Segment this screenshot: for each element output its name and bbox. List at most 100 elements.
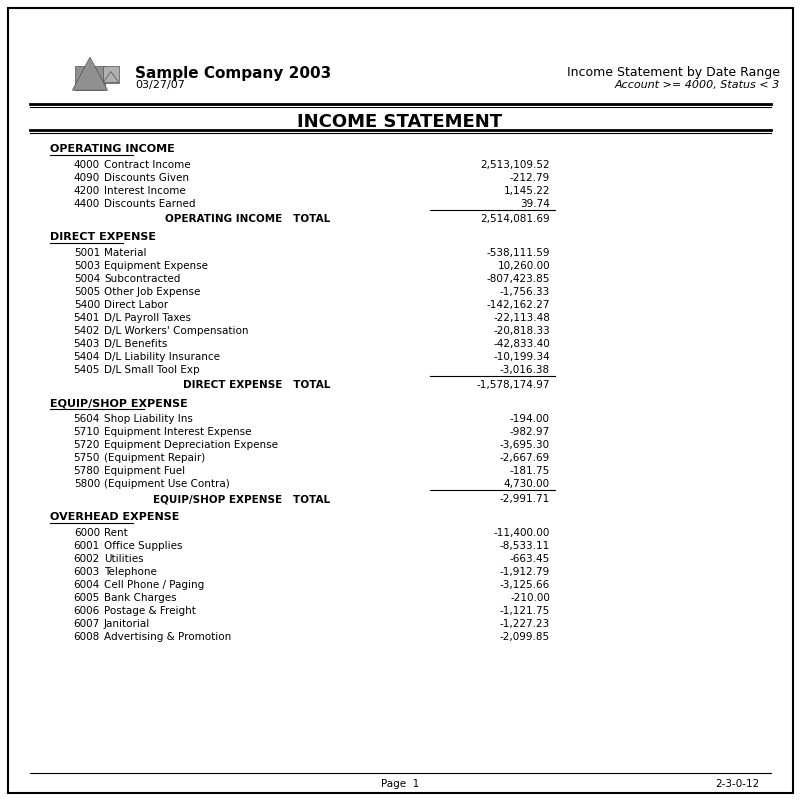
Text: (Equipment Use Contra): (Equipment Use Contra) [104,479,230,489]
Text: -663.45: -663.45 [509,554,550,564]
Text: 5005: 5005 [74,287,100,297]
Text: -1,121.75: -1,121.75 [500,606,550,616]
Text: 5404: 5404 [74,352,100,362]
Text: 5604: 5604 [74,414,100,424]
Text: 10,260.00: 10,260.00 [497,261,550,271]
Text: Material: Material [104,248,147,258]
Text: -1,912.79: -1,912.79 [500,567,550,577]
Text: 4000: 4000 [74,160,100,170]
Text: EQUIP/SHOP EXPENSE: EQUIP/SHOP EXPENSE [50,398,187,408]
Text: D/L Payroll Taxes: D/L Payroll Taxes [104,313,191,323]
Text: OPERATING INCOME   TOTAL: OPERATING INCOME TOTAL [165,214,330,224]
Text: -194.00: -194.00 [510,414,550,424]
Text: -807,423.85: -807,423.85 [487,274,550,284]
Text: 6002: 6002 [74,554,100,564]
Text: -3,125.66: -3,125.66 [500,580,550,590]
Text: Subcontracted: Subcontracted [104,274,180,284]
Text: Discounts Given: Discounts Given [104,173,189,183]
Text: DIRECT EXPENSE   TOTAL: DIRECT EXPENSE TOTAL [183,380,330,390]
Text: Office Supplies: Office Supplies [104,541,183,551]
Text: 5402: 5402 [74,326,100,336]
Text: 5004: 5004 [74,274,100,284]
Text: 4200: 4200 [74,186,100,196]
Text: OPERATING INCOME: OPERATING INCOME [50,144,175,154]
Text: 5400: 5400 [74,300,100,310]
Text: -2,667.69: -2,667.69 [500,453,550,463]
Text: -3,695.30: -3,695.30 [500,440,550,450]
Text: Equipment Expense: Equipment Expense [104,261,208,271]
Text: 5001: 5001 [74,248,100,258]
Text: D/L Benefits: D/L Benefits [104,339,167,349]
Text: -1,756.33: -1,756.33 [500,287,550,297]
Text: 5800: 5800 [74,479,100,489]
Text: 4090: 4090 [74,173,100,183]
Text: -20,818.33: -20,818.33 [493,326,550,336]
Text: 6007: 6007 [74,619,100,629]
Text: Janitorial: Janitorial [104,619,151,629]
Text: -212.79: -212.79 [509,173,550,183]
Text: Advertising & Promotion: Advertising & Promotion [104,632,231,642]
Text: 2,513,109.52: 2,513,109.52 [481,160,550,170]
Text: 5405: 5405 [74,365,100,375]
Text: 03/27/07: 03/27/07 [135,80,185,90]
Text: 6000: 6000 [74,528,100,538]
Text: 6003: 6003 [74,567,100,577]
Text: -210.00: -210.00 [510,593,550,603]
Text: -10,199.34: -10,199.34 [493,352,550,362]
Text: -8,533.11: -8,533.11 [500,541,550,551]
Text: -1,227.23: -1,227.23 [500,619,550,629]
Text: -181.75: -181.75 [509,466,550,476]
Text: 5750: 5750 [74,453,100,463]
Text: 2-3-0-12: 2-3-0-12 [716,779,760,789]
Text: 6001: 6001 [74,541,100,551]
Text: Equipment Fuel: Equipment Fuel [104,466,185,476]
Text: D/L Small Tool Exp: D/L Small Tool Exp [104,365,199,375]
Text: -3,016.38: -3,016.38 [500,365,550,375]
Text: INCOME STATEMENT: INCOME STATEMENT [297,113,502,131]
Text: -2,099.85: -2,099.85 [500,632,550,642]
Text: -11,400.00: -11,400.00 [493,528,550,538]
Text: DIRECT EXPENSE: DIRECT EXPENSE [50,232,156,242]
Text: EQUIP/SHOP EXPENSE   TOTAL: EQUIP/SHOP EXPENSE TOTAL [153,494,330,504]
Polygon shape [72,57,107,91]
Text: D/L Liability Insurance: D/L Liability Insurance [104,352,220,362]
Text: D/L Workers' Compensation: D/L Workers' Compensation [104,326,248,336]
Bar [74,66,106,91]
Text: Utilities: Utilities [104,554,143,564]
Text: -22,113.48: -22,113.48 [493,313,550,323]
Text: Postage & Freight: Postage & Freight [104,606,196,616]
Text: 5401: 5401 [74,313,100,323]
Text: OVERHEAD EXPENSE: OVERHEAD EXPENSE [50,512,179,522]
Text: -538,111.59: -538,111.59 [486,248,550,258]
Text: 5003: 5003 [74,261,100,271]
Text: 2,514,081.69: 2,514,081.69 [481,214,550,224]
Polygon shape [103,71,119,83]
Text: Cell Phone / Paging: Cell Phone / Paging [104,580,204,590]
Text: Bank Charges: Bank Charges [104,593,177,603]
Text: 5710: 5710 [74,427,100,437]
Text: -142,162.27: -142,162.27 [486,300,550,310]
Text: Equipment Interest Expense: Equipment Interest Expense [104,427,252,437]
Text: Page  1: Page 1 [380,779,419,789]
Text: Discounts Earned: Discounts Earned [104,199,195,209]
Text: 5780: 5780 [74,466,100,476]
Text: Sample Company 2003: Sample Company 2003 [135,66,332,81]
Text: Interest Income: Interest Income [104,186,186,196]
Text: -1,578,174.97: -1,578,174.97 [477,380,550,390]
Text: 4,730.00: 4,730.00 [504,479,550,489]
Text: Direct Labor: Direct Labor [104,300,168,310]
Text: Contract Income: Contract Income [104,160,191,170]
Text: 5403: 5403 [74,339,100,349]
Text: 6008: 6008 [74,632,100,642]
Text: -982.97: -982.97 [509,427,550,437]
Text: Income Statement by Date Range: Income Statement by Date Range [567,66,780,79]
Text: Other Job Expense: Other Job Expense [104,287,200,297]
Text: Shop Liability Ins: Shop Liability Ins [104,414,193,424]
Text: (Equipment Repair): (Equipment Repair) [104,453,205,463]
Text: Equipment Depreciation Expense: Equipment Depreciation Expense [104,440,278,450]
Text: 4400: 4400 [74,199,100,209]
Text: 39.74: 39.74 [520,199,550,209]
Text: 6004: 6004 [74,580,100,590]
Text: -42,833.40: -42,833.40 [493,339,550,349]
Text: Account >= 4000, Status < 3: Account >= 4000, Status < 3 [614,80,780,90]
